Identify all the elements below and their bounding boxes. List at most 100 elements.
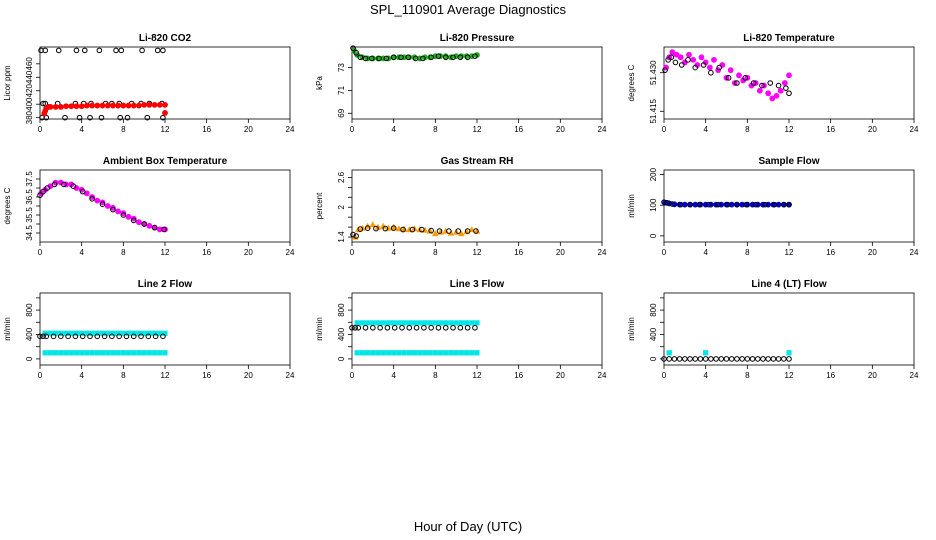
- data-point: [162, 110, 168, 116]
- data-point: [151, 224, 158, 231]
- x-tick-label: 20: [556, 125, 565, 134]
- data-point: [469, 320, 475, 326]
- data-point: [43, 333, 50, 340]
- panel-title: Li-820 CO2: [139, 33, 192, 44]
- data-point: [53, 350, 59, 356]
- data-point: [115, 102, 122, 109]
- data-point: [52, 103, 59, 110]
- data-point: [413, 324, 420, 331]
- data-point: [708, 356, 714, 362]
- data-point: [781, 80, 788, 86]
- series-ambient_raw: [37, 181, 167, 233]
- panel-ylabel: ml/min: [315, 317, 324, 341]
- x-tick-label: 12: [785, 125, 794, 134]
- data-point: [383, 55, 390, 62]
- panel-title: Ambient Box Temperature: [103, 156, 228, 167]
- data-point: [373, 225, 379, 232]
- y-tick-label: 400: [25, 327, 34, 341]
- data-point: [473, 228, 479, 234]
- panel-ylabel: kPa: [315, 76, 324, 90]
- data-point: [136, 350, 142, 356]
- data-point: [711, 56, 717, 63]
- data-point: [458, 320, 464, 326]
- data-point: [754, 356, 761, 362]
- data-point: [73, 47, 80, 54]
- data-point: [83, 102, 90, 109]
- y-tick-label: 51.430: [649, 60, 658, 85]
- data-point: [354, 320, 360, 326]
- data-point: [94, 102, 101, 109]
- data-point: [117, 114, 124, 121]
- data-point: [89, 350, 95, 356]
- data-point: [141, 350, 147, 356]
- data-point: [682, 356, 688, 362]
- data-point: [703, 350, 709, 356]
- x-tick-label: 16: [202, 371, 211, 380]
- x-tick-label: 16: [202, 125, 211, 134]
- y-tick-label: 51.415: [649, 99, 658, 124]
- data-point: [770, 356, 777, 362]
- data-point: [417, 350, 423, 356]
- data-point: [89, 102, 95, 109]
- data-point: [105, 350, 111, 356]
- panel-ylabel: degrees C: [3, 187, 12, 224]
- x-tick-label: 24: [598, 125, 607, 134]
- data-point: [401, 320, 407, 326]
- data-point: [146, 330, 152, 336]
- x-tick-label: 16: [202, 248, 211, 257]
- data-point: [154, 47, 161, 54]
- data-point: [780, 356, 787, 362]
- data-point: [443, 320, 449, 326]
- data-point: [421, 324, 427, 331]
- data-point: [406, 350, 412, 356]
- data-point: [58, 330, 64, 336]
- data-point: [390, 54, 397, 61]
- data-point: [109, 333, 115, 340]
- y-tick-label: 400: [649, 327, 658, 341]
- data-point: [130, 217, 137, 224]
- data-point: [463, 53, 470, 60]
- y-tick-label: 800: [337, 303, 346, 317]
- data-point: [120, 102, 127, 109]
- data-point: [428, 54, 434, 61]
- data-point: [365, 320, 371, 326]
- data-point: [350, 45, 356, 51]
- data-point: [678, 62, 685, 68]
- x-tick-label: 4: [703, 125, 708, 134]
- series-temp_raw: [662, 54, 792, 97]
- series-line2_low: [42, 350, 168, 356]
- data-point: [661, 356, 667, 362]
- data-point: [391, 324, 398, 331]
- data-point: [116, 333, 122, 340]
- data-point: [775, 82, 782, 89]
- x-tick-label: 16: [826, 371, 835, 380]
- x-tick-label: 8: [745, 248, 750, 257]
- data-point: [786, 72, 792, 79]
- y-tick-label: 420: [25, 84, 34, 98]
- x-tick-label: 4: [79, 248, 84, 257]
- data-point: [352, 324, 358, 331]
- data-point: [385, 224, 392, 231]
- x-tick-label: 8: [433, 248, 438, 257]
- data-point: [474, 350, 480, 356]
- data-point: [370, 320, 376, 326]
- y-tick-label: 400: [25, 97, 34, 111]
- data-point: [398, 54, 404, 61]
- data-point: [84, 330, 90, 336]
- panel-line3: Line 3 Flow ml/min 0 4 8 12 16 20 24 0 400 800: [315, 279, 607, 380]
- data-point: [391, 320, 397, 326]
- data-point: [62, 114, 68, 121]
- data-point: [686, 51, 692, 58]
- y-tick-label: 71: [337, 85, 346, 94]
- data-point: [94, 330, 100, 336]
- x-tick-label: 12: [785, 371, 794, 380]
- data-point: [744, 356, 751, 362]
- data-point: [63, 103, 69, 110]
- data-point: [136, 102, 142, 109]
- data-point: [422, 320, 428, 326]
- x-tick-label: 20: [868, 371, 877, 380]
- data-point: [427, 350, 433, 356]
- data-point: [118, 47, 125, 54]
- data-point: [37, 333, 43, 340]
- x-tick-label: 24: [910, 125, 919, 134]
